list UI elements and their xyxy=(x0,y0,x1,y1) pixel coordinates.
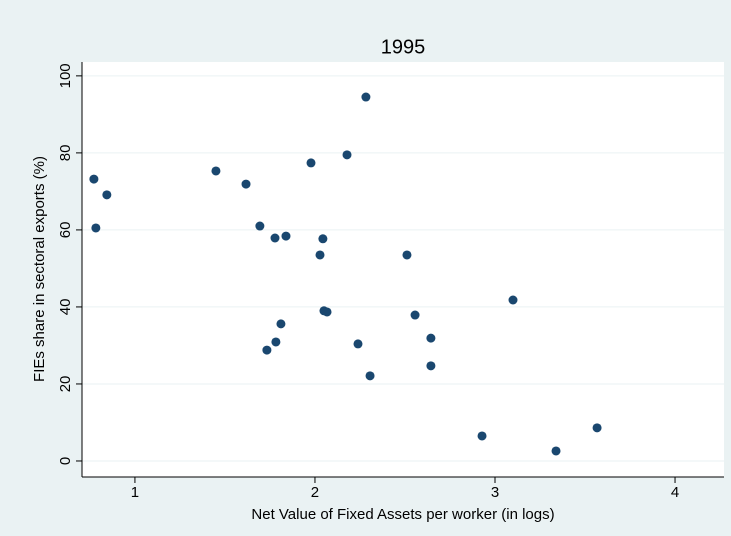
point xyxy=(365,371,375,381)
point xyxy=(241,179,251,189)
point xyxy=(276,319,286,329)
point xyxy=(270,233,280,243)
point xyxy=(426,361,436,371)
point xyxy=(255,221,265,231)
point xyxy=(353,339,363,349)
point xyxy=(271,337,281,347)
point xyxy=(315,250,325,260)
point xyxy=(361,92,371,102)
y-tick-label: 40 xyxy=(57,299,74,316)
x-tick-label: 2 xyxy=(311,484,319,501)
x-tick-label: 1 xyxy=(131,484,139,501)
point xyxy=(281,231,291,241)
point xyxy=(91,223,101,233)
x-tick-label: 4 xyxy=(671,484,679,501)
point xyxy=(306,158,316,168)
y-tick-label: 100 xyxy=(57,63,74,88)
point xyxy=(262,345,272,355)
point xyxy=(426,333,436,343)
point xyxy=(508,295,518,305)
y-tick-label: 80 xyxy=(57,145,74,162)
point xyxy=(477,431,487,441)
plot-area xyxy=(82,62,724,477)
point xyxy=(322,307,332,317)
y-axis-label: FIEs share in sectoral exports (%) xyxy=(31,156,48,382)
point xyxy=(211,166,221,176)
point xyxy=(410,310,420,320)
point xyxy=(102,190,112,200)
point xyxy=(402,250,412,260)
point xyxy=(318,234,328,244)
point xyxy=(342,150,352,160)
point xyxy=(551,446,561,456)
y-tick-label: 0 xyxy=(57,457,74,465)
point xyxy=(89,174,99,184)
y-tick-label: 20 xyxy=(57,376,74,393)
y-tick-label: 60 xyxy=(57,222,74,239)
x-axis-label: Net Value of Fixed Assets per worker (in… xyxy=(251,506,554,523)
point xyxy=(592,423,602,433)
chart-title: 1995 xyxy=(381,36,426,58)
x-tick-label: 3 xyxy=(491,484,499,501)
